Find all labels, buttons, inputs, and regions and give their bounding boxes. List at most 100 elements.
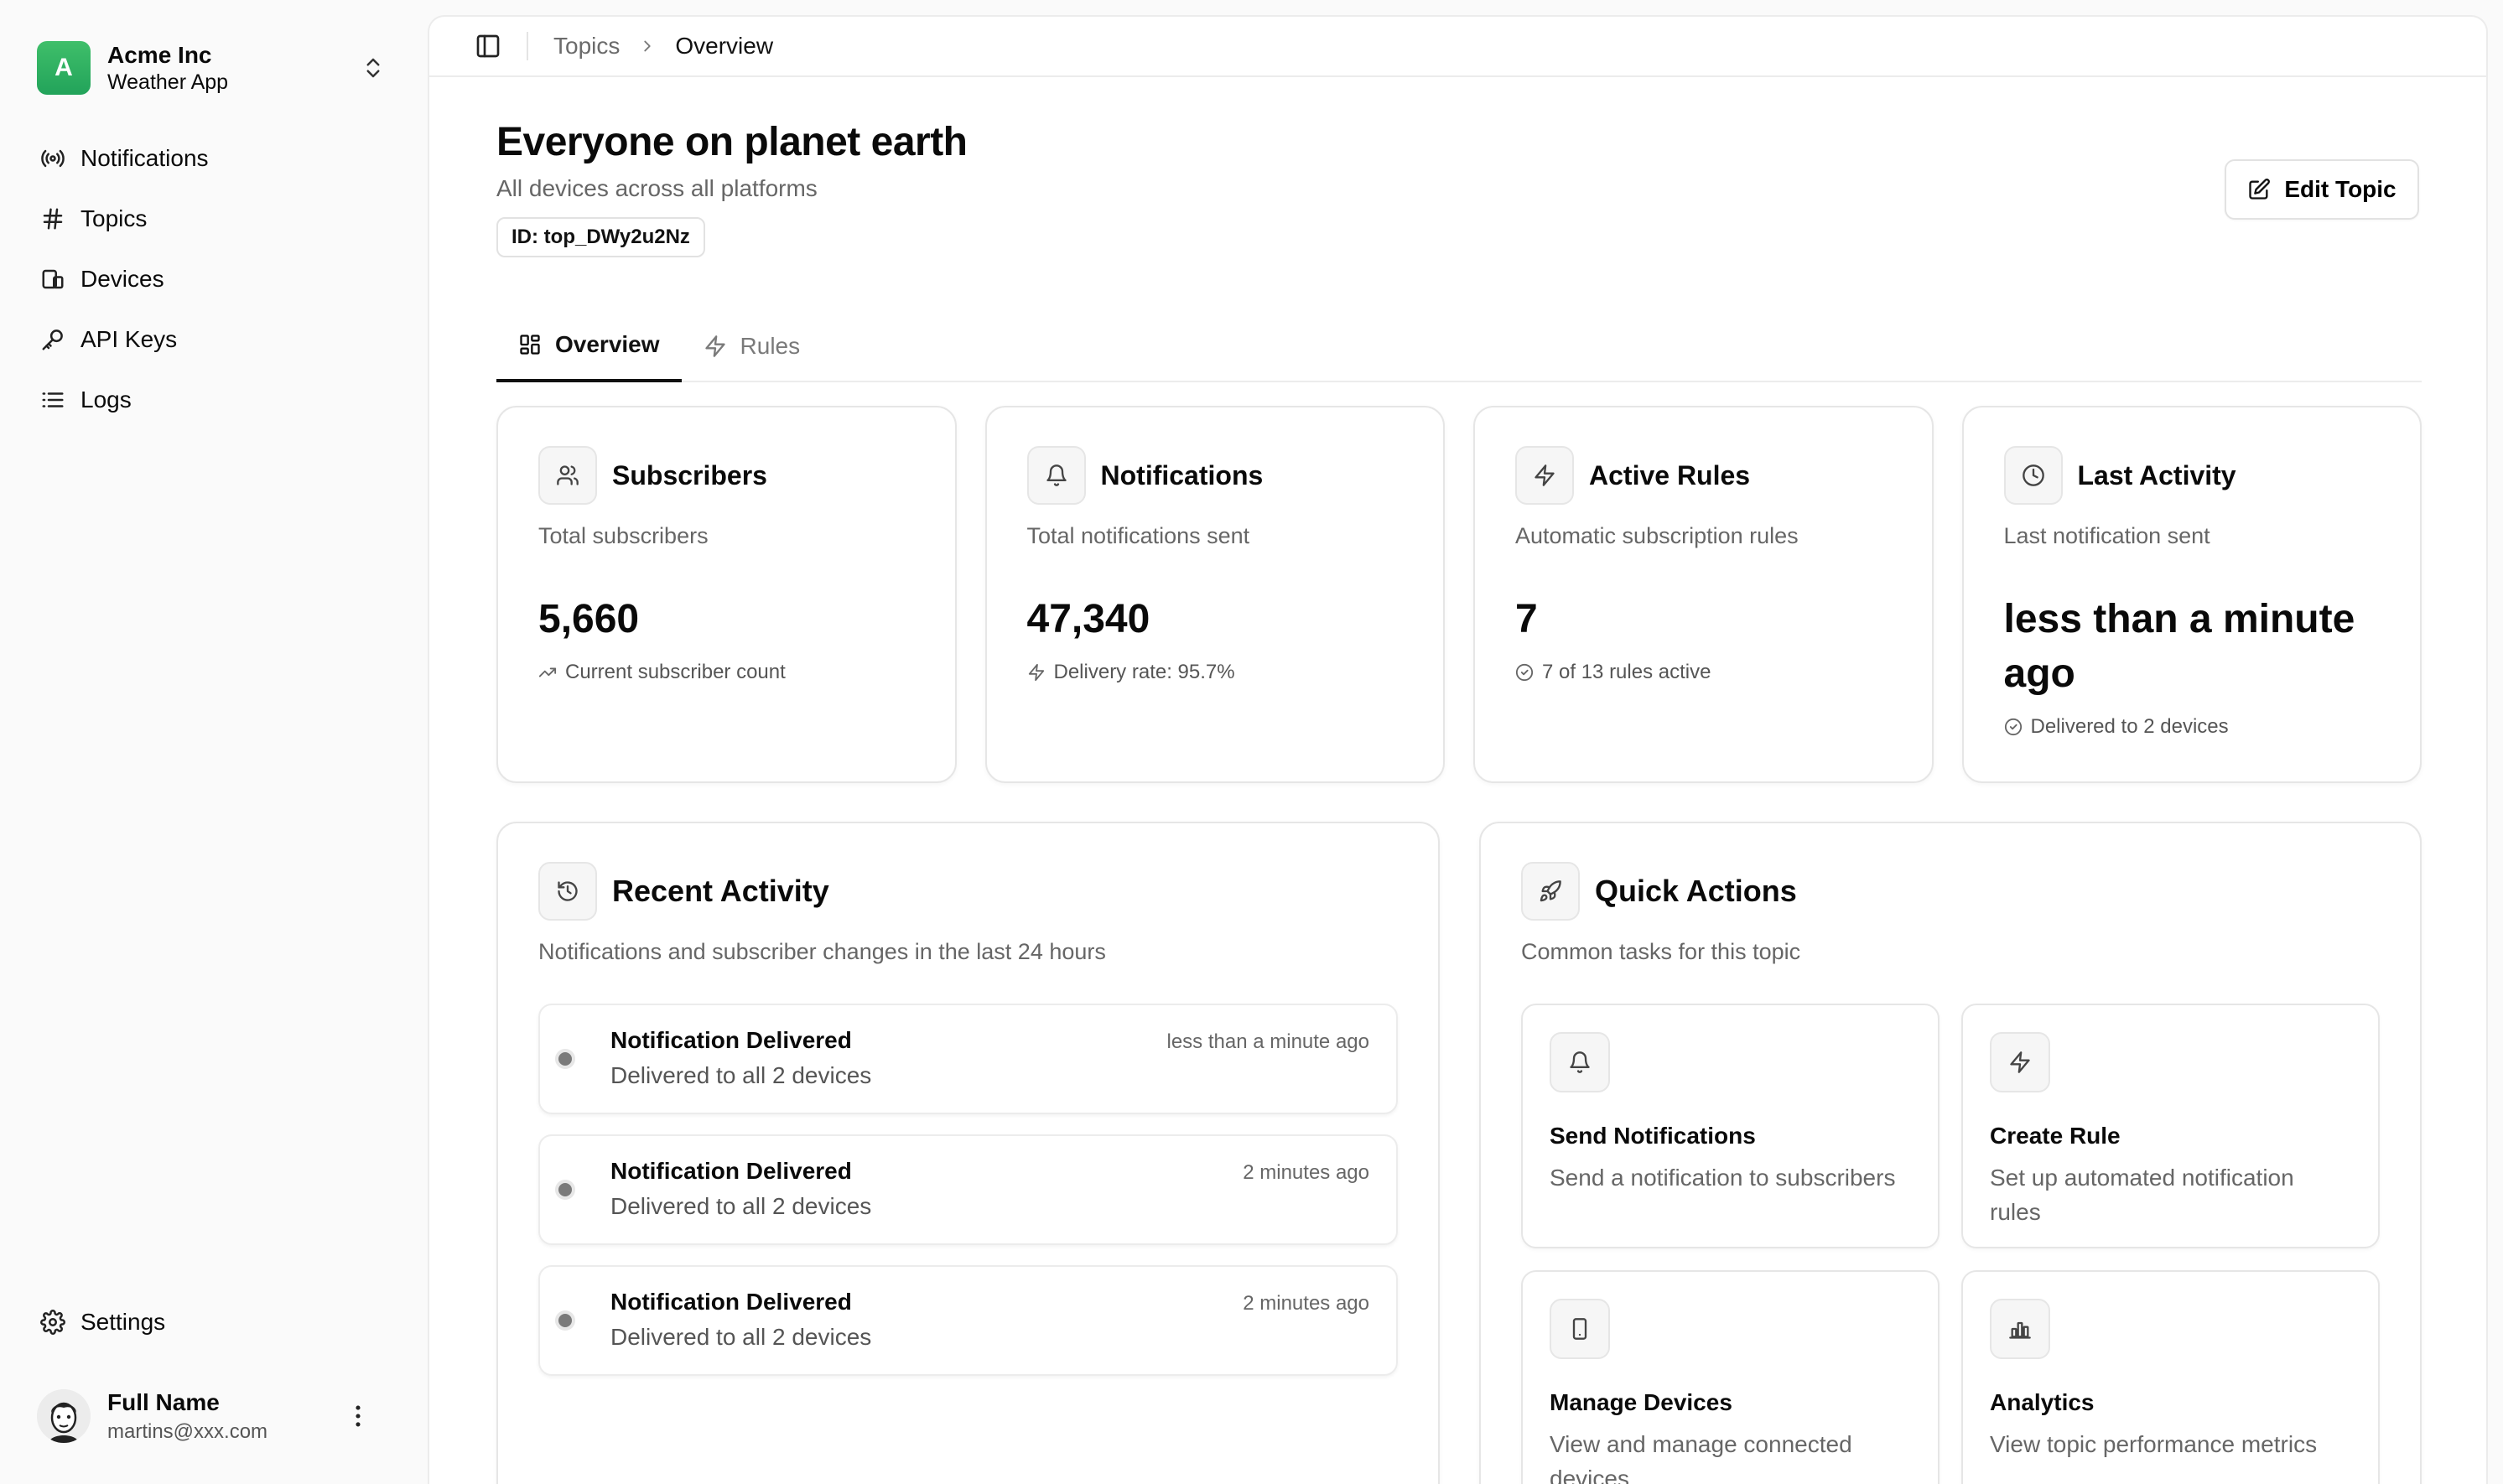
chevrons-up-down-icon[interactable] <box>361 55 386 80</box>
status-dot <box>555 1049 575 1069</box>
action-title: Manage Devices <box>1550 1389 1732 1415</box>
gear-icon <box>40 1310 65 1335</box>
sidebar-item-notifications[interactable]: Notifications <box>25 132 411 184</box>
rocket-icon <box>1539 880 1562 903</box>
team-plan: Weather App <box>107 70 229 94</box>
team-logo: A <box>37 41 91 95</box>
activity-time: less than a minute ago <box>1166 1030 1370 1053</box>
sidebar-item-label: Logs <box>80 387 132 413</box>
create-rule-action[interactable]: Create Rule Set up automated notificatio… <box>1961 1004 2380 1248</box>
tab-rules[interactable]: Rules <box>682 310 823 382</box>
activity-description: Delivered to all 2 devices <box>610 1324 872 1350</box>
user-name: Full Name <box>107 1389 220 1416</box>
edit-topic-label: Edit Topic <box>2284 176 2397 202</box>
panel-description: Common tasks for this topic <box>1521 939 1801 964</box>
sidebar-item-topics[interactable]: Topics <box>25 193 411 245</box>
page-subtitle: All devices across all platforms <box>496 175 818 201</box>
stat-title: Notifications <box>1100 459 1264 490</box>
panel-title: Quick Actions <box>1595 874 1797 908</box>
action-description: Send a notification to subscribers <box>1550 1165 1896 1191</box>
stat-value: 47,340 <box>1026 597 1150 641</box>
more-vertical-icon[interactable] <box>344 1402 372 1430</box>
broadcast-icon <box>40 146 65 171</box>
sidebar-item-label: API Keys <box>80 326 178 352</box>
activity-title: Notification Delivered <box>610 1027 852 1053</box>
sidebar-item-api-keys[interactable]: API Keys <box>25 314 411 366</box>
stat-title: Active Rules <box>1589 459 1751 490</box>
bar-chart-icon <box>2008 1317 2032 1341</box>
bell-icon <box>1045 464 1068 487</box>
sidebar-item-devices[interactable]: Devices <box>25 253 411 305</box>
topbar: Topics Overview <box>429 17 2486 77</box>
edit-icon <box>2247 178 2271 201</box>
smartphone-icon <box>1568 1317 1592 1341</box>
stat-description: Total subscribers <box>538 523 709 548</box>
page-header: Everyone on planet earth All devices acr… <box>496 119 968 257</box>
layout-dashboard-icon <box>518 333 542 356</box>
list-item: Notification Delivered Delivered to all … <box>538 1134 1398 1245</box>
sidebar-item-label: Notifications <box>80 145 209 171</box>
status-dot <box>555 1310 575 1331</box>
stat-title: Subscribers <box>612 459 767 490</box>
action-title: Create Rule <box>1990 1123 2121 1149</box>
stat-value: 5,660 <box>538 597 640 641</box>
breadcrumb: Topics Overview <box>553 33 773 60</box>
sidebar-item-logs[interactable]: Logs <box>25 374 411 426</box>
stat-description: Total notifications sent <box>1026 523 1250 548</box>
activity-title: Notification Delivered <box>610 1289 852 1315</box>
action-title: Send Notifications <box>1550 1123 1756 1149</box>
user-menu[interactable]: Full Name martins@xxx.com <box>37 1382 406 1450</box>
chevron-right-icon <box>638 37 657 55</box>
zap-icon <box>2008 1051 2032 1074</box>
tab-overview[interactable]: Overview <box>496 310 682 382</box>
trending-up-icon <box>538 663 557 682</box>
analytics-action[interactable]: Analytics View topic performance metrics <box>1961 1270 2380 1484</box>
edit-topic-button[interactable]: Edit Topic <box>2225 159 2419 220</box>
list-item: Notification Delivered Delivered to all … <box>538 1004 1398 1114</box>
stat-card-subscribers: Subscribers Total subscribers 5,660 Curr… <box>496 406 957 783</box>
stats-row: Subscribers Total subscribers 5,660 Curr… <box>496 406 2422 783</box>
action-description: View topic performance metrics <box>1990 1431 2318 1457</box>
action-description: View and manage connected devices <box>1550 1431 1852 1484</box>
send-notifications-action[interactable]: Send Notifications Send a notification t… <box>1521 1004 1940 1248</box>
stat-card-last-activity: Last Activity Last notification sent les… <box>1961 406 2422 783</box>
tab-label: Overview <box>555 331 660 357</box>
users-icon <box>556 464 579 487</box>
stat-card-active-rules: Active Rules Automatic subscription rule… <box>1473 406 1934 783</box>
stat-value: 7 <box>1515 597 1538 641</box>
stat-value: less than a minute ago <box>2003 597 2355 696</box>
quick-actions-grid: Send Notifications Send a notification t… <box>1521 1004 2380 1484</box>
zap-icon <box>1027 663 1046 682</box>
breadcrumb-current: Overview <box>675 33 774 59</box>
main-content: Topics Overview Everyone on planet earth… <box>428 15 2488 1484</box>
key-icon <box>40 327 65 352</box>
check-circle-icon <box>2004 718 2023 736</box>
sidebar-item-label: Settings <box>80 1309 166 1335</box>
list-icon <box>40 387 65 413</box>
stat-title: Last Activity <box>2077 459 2236 490</box>
stat-footnote: Delivered to 2 devices <box>2030 714 2229 738</box>
zap-icon <box>704 335 727 358</box>
sidebar-item-label: Devices <box>80 266 164 292</box>
clock-icon <box>2022 464 2045 487</box>
status-dot <box>555 1180 575 1200</box>
action-title: Analytics <box>1990 1389 2095 1415</box>
team-switcher[interactable]: A Acme Inc Weather App <box>37 39 406 97</box>
stat-card-notifications: Notifications Total notifications sent 4… <box>984 406 1445 783</box>
panel-description: Notifications and subscriber changes in … <box>538 939 1106 964</box>
stat-footnote: 7 of 13 rules active <box>1542 660 1711 683</box>
stat-footnote: Delivery rate: 95.7% <box>1053 660 1235 683</box>
divider <box>527 32 528 60</box>
sidebar-item-label: Topics <box>80 205 148 231</box>
manage-devices-action[interactable]: Manage Devices View and manage connected… <box>1521 1270 1940 1484</box>
sidebar: A Acme Inc Weather App Notifications Top… <box>0 0 428 1484</box>
sidebar-item-settings[interactable]: Settings <box>25 1296 411 1348</box>
history-icon <box>556 880 579 903</box>
sidebar-nav: Notifications Topics Devices API Keys Lo… <box>25 132 411 434</box>
check-circle-icon <box>1515 663 1534 682</box>
action-description: Set up automated notification rules <box>1990 1165 2294 1225</box>
tab-label: Rules <box>740 333 801 359</box>
stat-description: Automatic subscription rules <box>1515 523 1799 548</box>
breadcrumb-link-topics[interactable]: Topics <box>553 33 621 59</box>
sidebar-toggle-icon[interactable] <box>475 33 501 60</box>
